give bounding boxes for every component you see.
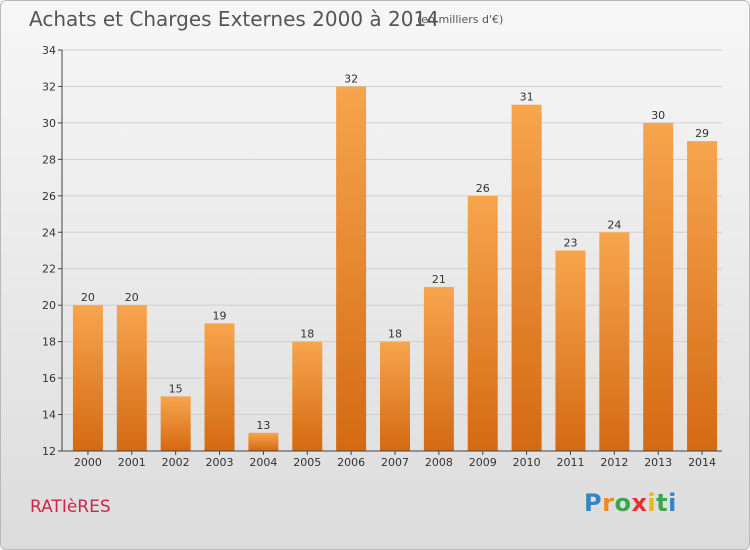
x-tick-label: 2012 bbox=[600, 456, 628, 469]
bar-2002 bbox=[160, 396, 191, 451]
bar-2005 bbox=[292, 341, 323, 451]
y-tick-label: 22 bbox=[42, 263, 56, 276]
x-tick-label: 2005 bbox=[293, 456, 321, 469]
data-label: 29 bbox=[695, 127, 709, 140]
bar-2010 bbox=[511, 104, 542, 451]
x-tick-label: 2013 bbox=[644, 456, 672, 469]
bar-2011 bbox=[555, 250, 586, 451]
data-label: 19 bbox=[213, 309, 227, 322]
proxiti-logo: Proxiti bbox=[584, 489, 677, 517]
bar-2014 bbox=[687, 141, 718, 452]
data-label: 23 bbox=[563, 237, 577, 250]
bar-2000 bbox=[72, 305, 103, 451]
data-label: 21 bbox=[432, 273, 446, 286]
logo-letter: x bbox=[631, 489, 648, 517]
x-tick-label: 2002 bbox=[162, 456, 190, 469]
axes: 12 14 16 18 20 22 24 26 28 30 32 34 2000 2001 2002 2003… bbox=[42, 44, 722, 469]
x-tick-label: 2004 bbox=[249, 456, 277, 469]
x-tick-label: 2003 bbox=[206, 456, 234, 469]
x-tick-label: 2011 bbox=[556, 456, 584, 469]
logo-letter: i bbox=[647, 489, 657, 517]
bar-2008 bbox=[423, 286, 454, 451]
y-tick-label: 30 bbox=[42, 117, 56, 130]
y-tick-label: 20 bbox=[42, 299, 56, 312]
data-label: 13 bbox=[256, 419, 270, 432]
commune-name: RATIèRES bbox=[30, 497, 111, 517]
y-tick-label: 34 bbox=[42, 44, 56, 57]
bar-2004 bbox=[248, 432, 279, 451]
logo-letter: r bbox=[602, 489, 615, 517]
data-label: 20 bbox=[81, 291, 95, 304]
y-tick-label: 14 bbox=[42, 409, 56, 422]
x-tick-label: 2001 bbox=[118, 456, 146, 469]
y-tick-label: 32 bbox=[42, 80, 56, 93]
data-label: 18 bbox=[300, 328, 314, 341]
bar-2009 bbox=[467, 195, 498, 451]
bars bbox=[72, 86, 718, 452]
data-label: 24 bbox=[607, 218, 621, 231]
chart-title: Achats et Charges Externes 2000 à 2014 bbox=[29, 7, 439, 31]
bar-2006 bbox=[336, 86, 367, 452]
bar-2001 bbox=[116, 305, 147, 451]
data-label: 18 bbox=[388, 328, 402, 341]
y-tick-label: 16 bbox=[42, 372, 56, 385]
data-label: 31 bbox=[520, 91, 534, 104]
bar-2007 bbox=[380, 341, 410, 451]
bar-2012 bbox=[599, 232, 630, 451]
data-label: 26 bbox=[476, 182, 490, 195]
data-label: 20 bbox=[125, 291, 139, 304]
labels: 20 20 15 19 13 18 32 18 21 26 31 23 24 30 29 bbox=[81, 72, 709, 431]
x-tick-label: 2014 bbox=[688, 456, 716, 469]
y-tick-label: 26 bbox=[42, 190, 56, 203]
y-tick-label: 18 bbox=[42, 336, 56, 349]
chart-unit: (en milliers d'€) bbox=[417, 13, 504, 26]
x-tick-label: 2008 bbox=[425, 456, 453, 469]
data-label: 30 bbox=[651, 109, 665, 122]
y-tick-label: 24 bbox=[42, 226, 56, 239]
x-tick-label: 2000 bbox=[74, 456, 102, 469]
y-tick-label: 12 bbox=[42, 445, 56, 458]
x-tick-label: 2010 bbox=[513, 456, 541, 469]
data-label: 15 bbox=[169, 382, 183, 395]
y-tick-label: 28 bbox=[42, 153, 56, 166]
logo-letter: i bbox=[668, 489, 677, 517]
x-tick-label: 2009 bbox=[469, 456, 497, 469]
logo-letter: t bbox=[656, 489, 669, 517]
data-label: 32 bbox=[344, 72, 358, 85]
x-tick-label: 2006 bbox=[337, 456, 365, 469]
bar-2003 bbox=[204, 323, 235, 451]
x-tick-label: 2007 bbox=[381, 456, 409, 469]
logo-letter: P bbox=[584, 489, 603, 517]
bar-2013 bbox=[643, 122, 674, 451]
logo-letter: o bbox=[614, 489, 632, 517]
